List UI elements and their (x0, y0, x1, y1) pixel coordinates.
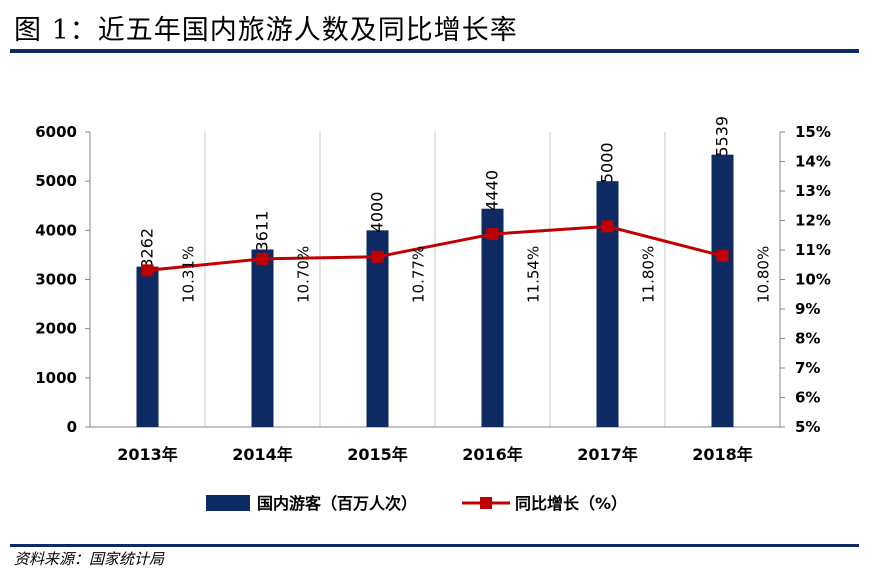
legend-bar-label: 国内游客（百万人次） (257, 494, 417, 513)
y-right-tick-label: 15% (795, 123, 831, 141)
y-right-tick-label: 6% (795, 389, 820, 407)
x-axis-categories: 2013年 2014年 2015年 2016年 2017年 2018年 (117, 445, 753, 464)
bar-labels: 3262 3611 4000 4440 5000 5539 (138, 116, 732, 269)
legend-line-label: 同比增长（%） (515, 494, 627, 513)
grid-lines (204, 132, 666, 427)
x-category-label: 2018年 (692, 445, 753, 464)
x-category-label: 2017年 (577, 445, 638, 464)
growth-value-label: 11.80% (640, 246, 658, 303)
bottom-rule (10, 544, 859, 547)
growth-line-path (147, 224, 723, 272)
pct-labels: 10.31% 10.70% 10.77% 11.54% 11.80% 10.80% (180, 246, 773, 303)
growth-marker (141, 264, 154, 277)
y-right-tick-label: 7% (795, 359, 820, 377)
bar (366, 230, 389, 427)
growth-marker (256, 252, 269, 265)
chart-title: 图 1：近五年国内旅游人数及同比增长率 (14, 15, 518, 46)
y-axis-left-ticks: 0 1000 2000 3000 4000 5000 6000 (35, 123, 90, 436)
growth-line (141, 220, 729, 277)
x-category-label: 2016年 (462, 445, 523, 464)
y-right-tick-label: 11% (795, 241, 831, 259)
legend-bar-swatch (206, 495, 250, 511)
y-left-tick-label: 2000 (35, 320, 77, 338)
bar (251, 249, 274, 427)
growth-marker (371, 250, 384, 263)
bar (481, 208, 504, 427)
bar (136, 266, 159, 427)
y-left-tick-label: 5000 (35, 172, 77, 190)
y-right-tick-label: 13% (795, 182, 831, 200)
y-right-tick-label: 10% (795, 271, 831, 289)
growth-value-label: 10.70% (295, 246, 313, 303)
growth-value-label: 10.80% (755, 246, 773, 303)
y-right-tick-label: 5% (795, 418, 820, 436)
growth-marker (601, 220, 614, 233)
legend: 国内游客（百万人次） 同比增长（%） (206, 494, 627, 513)
growth-marker (716, 249, 729, 262)
source-note: 资料来源：国家统计局 (14, 550, 165, 568)
y-right-tick-label: 14% (795, 153, 831, 171)
y-left-tick-label: 1000 (35, 369, 77, 387)
top-rule (10, 49, 859, 53)
y-left-tick-label: 3000 (35, 271, 77, 289)
bar-value-label: 4440 (483, 170, 502, 211)
bar (711, 154, 734, 427)
growth-value-label: 10.77% (410, 246, 428, 303)
y-right-tick-label: 9% (795, 300, 820, 318)
y-left-tick-label: 0 (67, 418, 77, 436)
y-right-tick-label: 8% (795, 330, 820, 348)
bar-value-label: 5539 (713, 116, 732, 157)
growth-value-label: 11.54% (525, 246, 543, 303)
y-left-tick-label: 4000 (35, 221, 77, 239)
growth-value-label: 10.31% (180, 246, 198, 303)
y-right-tick-label: 12% (795, 212, 831, 230)
bar-value-label: 5000 (598, 142, 617, 183)
legend-line-marker (480, 497, 492, 509)
y-axis-right-ticks: 5% 6% 7% 8% 9% 10% 11% 12% 13% 14% 15% (780, 123, 831, 436)
bars (136, 154, 734, 427)
x-category-label: 2014年 (232, 445, 293, 464)
bar-value-label: 4000 (368, 192, 387, 233)
growth-marker (486, 228, 499, 241)
x-category-label: 2015年 (347, 445, 408, 464)
x-category-label: 2013年 (117, 445, 178, 464)
bar-value-label: 3611 (253, 211, 272, 252)
bar-value-label: 3262 (138, 228, 157, 269)
bar (596, 181, 619, 427)
y-left-tick-label: 6000 (35, 123, 77, 141)
